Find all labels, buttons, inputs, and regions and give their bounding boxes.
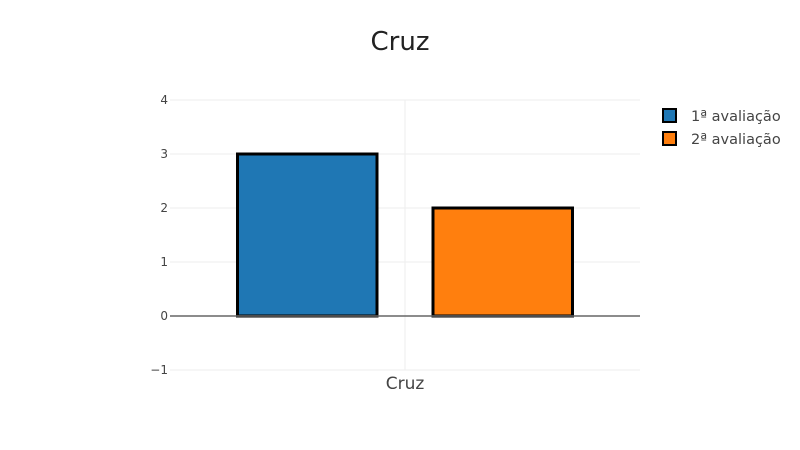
legend-swatch bbox=[662, 131, 677, 146]
y-tick-label: 1 bbox=[160, 255, 168, 269]
legend-item[interactable]: 1ª avaliação bbox=[662, 108, 781, 125]
legend-label: 1ª avaliação bbox=[691, 109, 781, 125]
legend-item[interactable]: 2ª avaliação bbox=[662, 131, 781, 148]
legend-swatch bbox=[662, 108, 677, 123]
x-tick-label: Cruz bbox=[386, 374, 425, 394]
bar-2[interactable] bbox=[431, 206, 574, 318]
y-tick-label: 2 bbox=[160, 201, 168, 215]
chart-title: Cruz bbox=[371, 27, 430, 57]
axes: −1 0 1 2 3 4 Cruz bbox=[150, 93, 640, 394]
legend[interactable]: 1ª avaliação 2ª avaliação bbox=[662, 108, 781, 148]
y-tick-label: 3 bbox=[160, 147, 168, 161]
y-tick-label: 0 bbox=[160, 309, 168, 323]
y-tick-label: −1 bbox=[150, 363, 168, 377]
bar-1[interactable] bbox=[236, 152, 379, 318]
legend-label: 2ª avaliação bbox=[691, 132, 781, 148]
y-tick-label: 4 bbox=[160, 93, 168, 107]
bars bbox=[236, 152, 574, 318]
